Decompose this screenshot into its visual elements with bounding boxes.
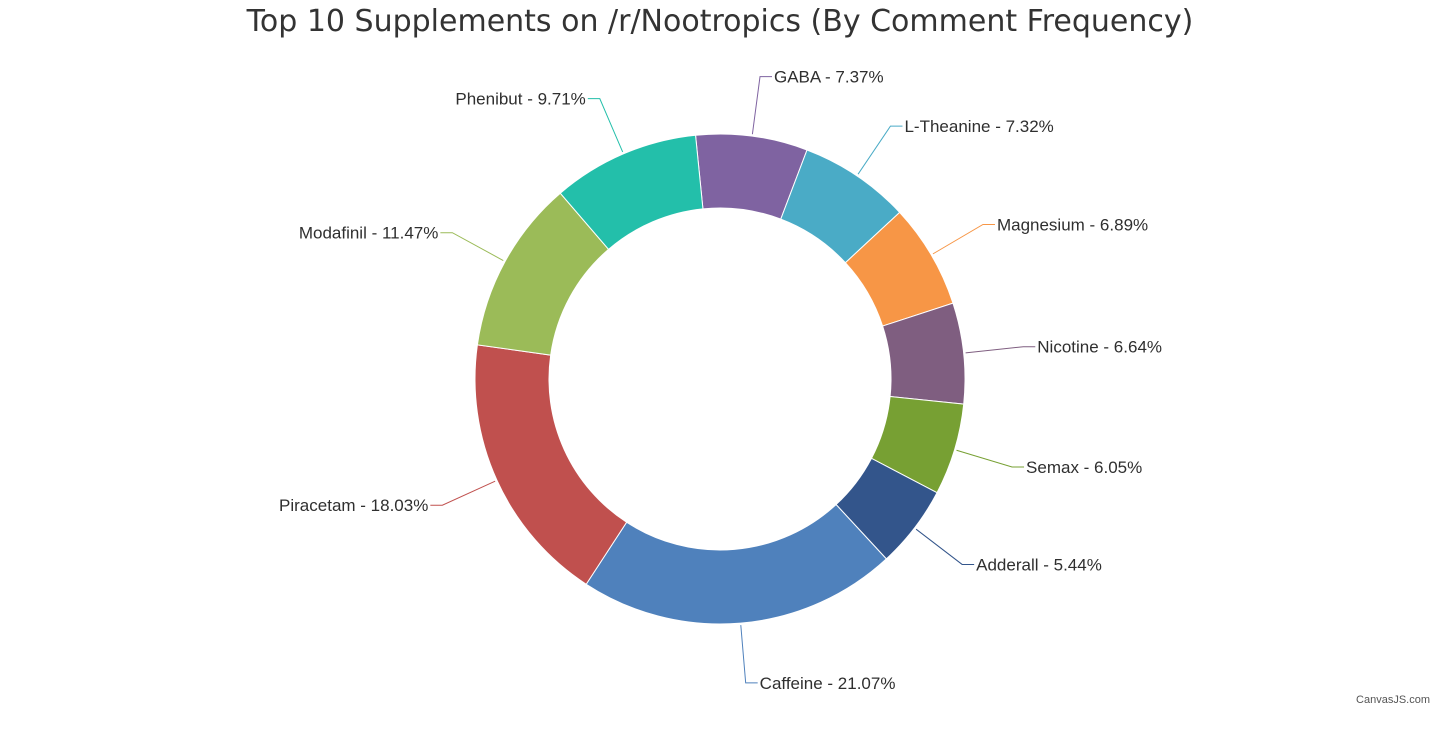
chart-title: Top 10 Supplements on /r/Nootropics (By … <box>246 4 1194 39</box>
leader-line-nicotine <box>965 346 1036 354</box>
leader-line-modafinil <box>440 232 504 261</box>
leader-line-gaba <box>751 76 773 135</box>
slice-caffeine[interactable] <box>585 503 888 625</box>
leader-line-magnesium <box>932 223 995 255</box>
leader-line-semax <box>956 449 1025 468</box>
label-caffeine: Caffeine - 21.07% <box>760 674 896 693</box>
leader-line-caffeine <box>740 625 758 684</box>
leader-line-adderall <box>915 528 975 565</box>
leader-line-piracetam <box>430 480 496 506</box>
label-piracetam: Piracetam - 18.03% <box>279 496 428 515</box>
slice-phenibut[interactable] <box>559 134 704 251</box>
label-magnesium: Magnesium - 6.89% <box>997 215 1148 234</box>
label-adderall: Adderall - 5.44% <box>976 555 1102 574</box>
slice-piracetam[interactable] <box>474 344 628 585</box>
canvasjs-credit-link[interactable]: CanvasJS.com <box>1356 694 1430 706</box>
label-gaba: GABA - 7.37% <box>774 68 884 87</box>
label-nicotine: Nicotine - 6.64% <box>1037 338 1162 357</box>
label-modafinil: Modafinil - 11.47% <box>299 224 439 243</box>
label-semax: Semax - 6.05% <box>1026 458 1142 477</box>
label-l-theanine: L-Theanine - 7.32% <box>904 117 1053 136</box>
leader-line-phenibut <box>587 98 624 153</box>
leader-line-l-theanine <box>857 125 903 175</box>
label-phenibut: Phenibut - 9.71% <box>455 90 585 109</box>
